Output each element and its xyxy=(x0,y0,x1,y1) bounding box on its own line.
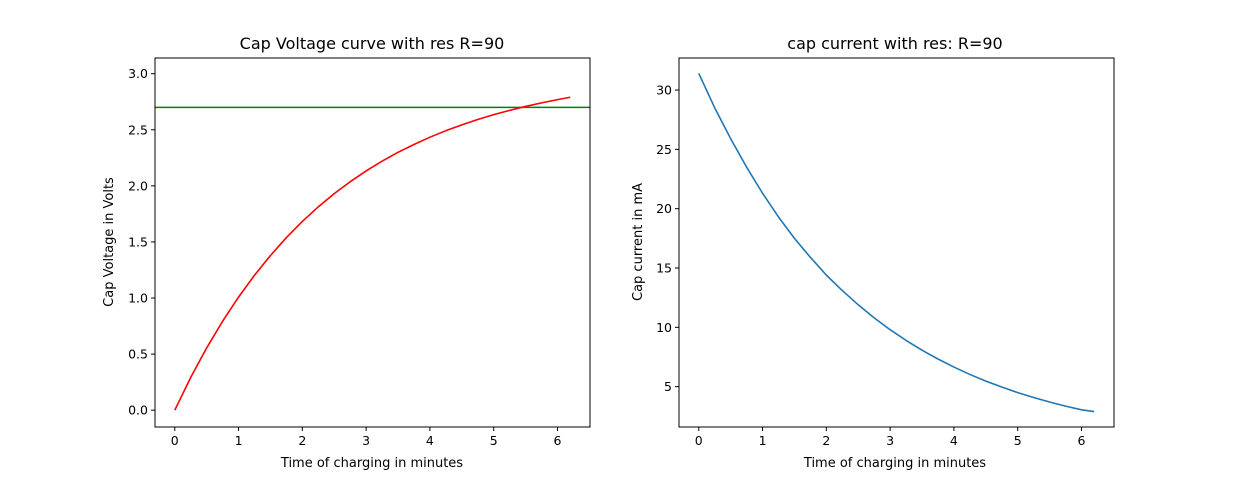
current-chart-ytick-label: 20 xyxy=(656,201,672,216)
current-chart-xtick-label: 6 xyxy=(1077,433,1085,448)
current-chart-xtick-label: 2 xyxy=(822,433,830,448)
voltage-chart-ytick-label: 2.5 xyxy=(128,122,148,137)
current-chart-xtick-label: 4 xyxy=(950,433,958,448)
current-chart-xtick-label: 0 xyxy=(695,433,703,448)
voltage-chart-axes-frame xyxy=(154,57,591,428)
current-chart-xtick-label: 1 xyxy=(759,433,767,448)
voltage-chart-ytick-label: 3.0 xyxy=(128,66,148,81)
voltage-chart-ytick-label: 1.0 xyxy=(128,291,148,306)
current-chart-plot-area: 0 1 2 3 4 5 6 5 10 15 20 25 30 xyxy=(656,57,1115,448)
current-chart: cap current with res: R=90 Time of charg… xyxy=(631,34,1115,471)
current-chart-ytick-label: 15 xyxy=(656,261,672,276)
current-chart-xtick-label: 3 xyxy=(886,433,894,448)
current-chart-ytick-label: 10 xyxy=(656,320,672,335)
voltage-chart-xtick-label: 4 xyxy=(426,433,434,448)
current-chart-title: cap current with res: R=90 xyxy=(787,34,1002,53)
voltage-chart-xtick-label: 5 xyxy=(490,433,498,448)
current-chart-ytick-label: 5 xyxy=(664,379,672,394)
voltage-chart-title: Cap Voltage curve with res R=90 xyxy=(240,34,505,53)
voltage-chart-xtick-label: 2 xyxy=(298,433,306,448)
current-chart-xtick-label: 5 xyxy=(1014,433,1022,448)
current-chart-ylabel: Cap current in mA xyxy=(631,183,646,301)
current-chart-series-line-0 xyxy=(698,73,1095,413)
voltage-chart-ytick-label: 0.0 xyxy=(128,403,148,418)
voltage-chart-ylabel: Cap Voltage in Volts xyxy=(102,177,117,307)
voltage-chart-ytick-label: 2.0 xyxy=(128,178,148,193)
voltage-chart-xtick-label: 0 xyxy=(171,433,179,448)
voltage-chart-xtick-label: 1 xyxy=(235,433,243,448)
voltage-chart: Cap Voltage curve with res R=90 Time of … xyxy=(102,34,591,471)
voltage-chart-plot-area: 0 1 2 3 4 5 6 0.0 0.5 1.0 1.5 2.0 2.5 3.0 xyxy=(128,57,591,448)
current-chart-axes-frame xyxy=(678,57,1115,428)
voltage-chart-xtick-label: 6 xyxy=(553,433,561,448)
voltage-chart-xlabel: Time of charging in minutes xyxy=(280,456,463,471)
current-chart-ytick-label: 30 xyxy=(656,83,672,98)
current-chart-xlabel: Time of charging in minutes xyxy=(803,456,986,471)
current-chart-ytick-label: 25 xyxy=(656,142,672,157)
voltage-chart-xtick-label: 3 xyxy=(362,433,370,448)
voltage-chart-series-line-0 xyxy=(174,96,571,411)
voltage-chart-ytick-label: 1.5 xyxy=(128,234,148,249)
voltage-chart-ytick-label: 0.5 xyxy=(128,347,148,362)
